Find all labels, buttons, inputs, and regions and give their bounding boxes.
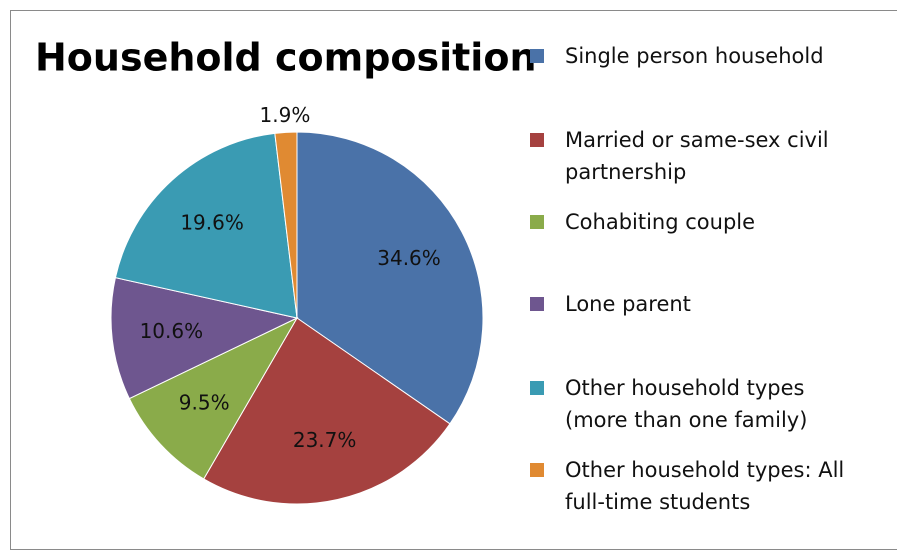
pie-slice	[296, 131, 484, 425]
legend-item: Other household types (more than one fam…	[530, 372, 870, 436]
legend-swatch	[530, 381, 544, 395]
legend-label: Cohabiting couple	[565, 210, 756, 234]
legend-label: Other household types (more than one fam…	[565, 376, 808, 432]
data-label: 1.9%	[260, 103, 311, 127]
legend-swatch	[530, 133, 544, 147]
data-label: 34.6%	[377, 246, 441, 270]
chart-title: Household composition	[35, 36, 537, 80]
data-label: 9.5%	[179, 390, 230, 414]
legend-item: Lone parent	[530, 288, 870, 320]
legend-swatch	[530, 463, 544, 477]
legend-label: Married or same-sex civil partnership	[565, 128, 829, 184]
legend-swatch	[530, 297, 544, 311]
data-label: 19.6%	[180, 211, 244, 235]
legend-item: Cohabiting couple	[530, 206, 870, 238]
pie-slice	[274, 131, 298, 319]
data-label: 23.7%	[293, 428, 357, 452]
pie-slice	[203, 317, 451, 505]
legend-label: Single person household	[565, 44, 824, 68]
page: Household composition 34.6% 23.7% 9.5% 10.6…	[10, 10, 897, 550]
data-label: 10.6%	[140, 319, 204, 343]
pie-slice	[128, 316, 299, 480]
legend-label: Lone parent	[565, 292, 691, 316]
legend-label: Other household types: All full-time stu…	[565, 458, 845, 514]
legend-item: Single person household	[530, 40, 870, 72]
legend-swatch	[530, 215, 544, 229]
legend-item: Other household types: All full-time stu…	[530, 454, 870, 518]
chart: Household composition 34.6% 23.7% 9.5% 10.6…	[35, 36, 537, 505]
legend-swatch	[530, 49, 544, 63]
pie-slice	[114, 132, 298, 319]
legend-item: Married or same-sex civil partnership	[530, 124, 870, 188]
